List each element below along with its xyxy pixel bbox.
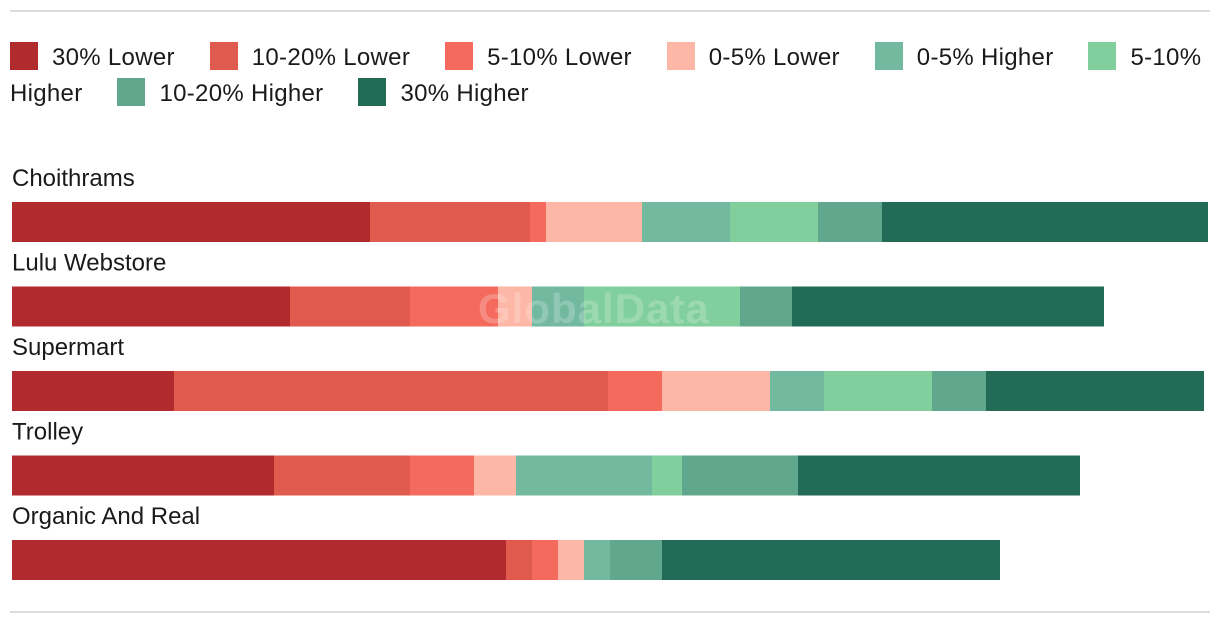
bar-segment[interactable]	[174, 371, 608, 411]
bar-segment[interactable]	[474, 455, 516, 496]
legend-label: 30% Lower	[52, 44, 175, 71]
bar-segment[interactable]	[584, 286, 740, 327]
bottom-divider	[10, 611, 1210, 613]
category-label: Lulu Webstore	[12, 250, 166, 277]
category-label: Supermart	[12, 334, 124, 361]
bar-segment[interactable]	[584, 540, 610, 580]
bar-segment[interactable]	[824, 371, 932, 411]
legend-label: 0-5% Higher	[916, 44, 1054, 71]
bar-segment[interactable]	[532, 540, 558, 580]
bar-segment[interactable]	[986, 371, 1204, 411]
bar-segment[interactable]	[12, 371, 174, 411]
bar-segment[interactable]	[792, 286, 1104, 327]
bar-segment[interactable]	[558, 540, 584, 580]
bar-segment[interactable]	[882, 202, 1208, 242]
bar-segment[interactable]	[12, 202, 370, 242]
bar-segment[interactable]	[12, 455, 274, 496]
legend-item[interactable]: 0-5% Higher	[874, 42, 1054, 71]
legend-item[interactable]: 0-5% Lower	[666, 42, 840, 71]
bar-segment[interactable]	[274, 455, 410, 496]
bar-segment[interactable]	[818, 202, 882, 242]
legend-item[interactable]: 30% Higher	[358, 78, 529, 107]
legend-item[interactable]: 10-20% Lower	[209, 42, 411, 71]
bar-segment[interactable]	[662, 371, 770, 411]
legend-label: 30% Higher	[400, 80, 529, 107]
legend-label: 5-10% Higher	[10, 44, 1202, 107]
bar-segment[interactable]	[290, 286, 410, 327]
bar-segment[interactable]	[798, 455, 1080, 496]
bar-segment[interactable]	[642, 202, 730, 242]
bar-segment[interactable]	[410, 455, 474, 496]
bar-segment[interactable]	[12, 286, 290, 327]
bar-segment[interactable]	[532, 286, 584, 327]
bar-segment[interactable]	[410, 286, 498, 327]
category-label: Trolley	[12, 419, 83, 446]
legend-item[interactable]: 5-10% Higher	[10, 42, 1202, 107]
legend-swatch	[445, 42, 474, 70]
bar-segment[interactable]	[932, 371, 986, 411]
bar-segment[interactable]	[608, 371, 662, 411]
legend-swatch	[117, 78, 146, 106]
legend-swatch	[10, 42, 38, 70]
legend-label: 10-20% Higher	[159, 80, 324, 107]
bar-segment[interactable]	[740, 286, 792, 327]
bar-segment[interactable]	[546, 202, 642, 242]
bar-segment[interactable]	[662, 540, 1000, 580]
bar-segment[interactable]	[12, 540, 506, 580]
bar-segment[interactable]	[498, 286, 532, 327]
bar-segment[interactable]	[652, 455, 682, 496]
bar-segment[interactable]	[506, 540, 532, 580]
bar-segment[interactable]	[516, 455, 652, 496]
legend-swatch	[209, 42, 238, 70]
bar-segment[interactable]	[610, 540, 662, 580]
chart-legend: 30% Lower 10-20% Lower 5-10% Lower 0-5% …	[10, 40, 1206, 112]
category-label: Choithrams	[12, 165, 135, 192]
bar-segment[interactable]	[730, 202, 818, 242]
legend-swatch	[1088, 42, 1117, 70]
legend-swatch	[358, 78, 387, 106]
legend-swatch	[874, 42, 903, 70]
legend-label: 10-20% Lower	[251, 44, 411, 71]
legend-item[interactable]: 30% Lower	[10, 42, 175, 71]
bar-segment[interactable]	[682, 455, 798, 496]
bar-segment[interactable]	[530, 202, 546, 242]
legend-label: 5-10% Lower	[487, 44, 632, 71]
legend-label: 0-5% Lower	[708, 44, 840, 71]
top-divider	[10, 10, 1210, 12]
bar-segment[interactable]	[370, 202, 530, 242]
legend-swatch	[666, 42, 695, 70]
bar-segment[interactable]	[770, 371, 824, 411]
legend-item[interactable]: 5-10% Lower	[445, 42, 632, 71]
category-label: Organic And Real	[12, 503, 200, 530]
legend-item[interactable]: 10-20% Higher	[117, 78, 324, 107]
